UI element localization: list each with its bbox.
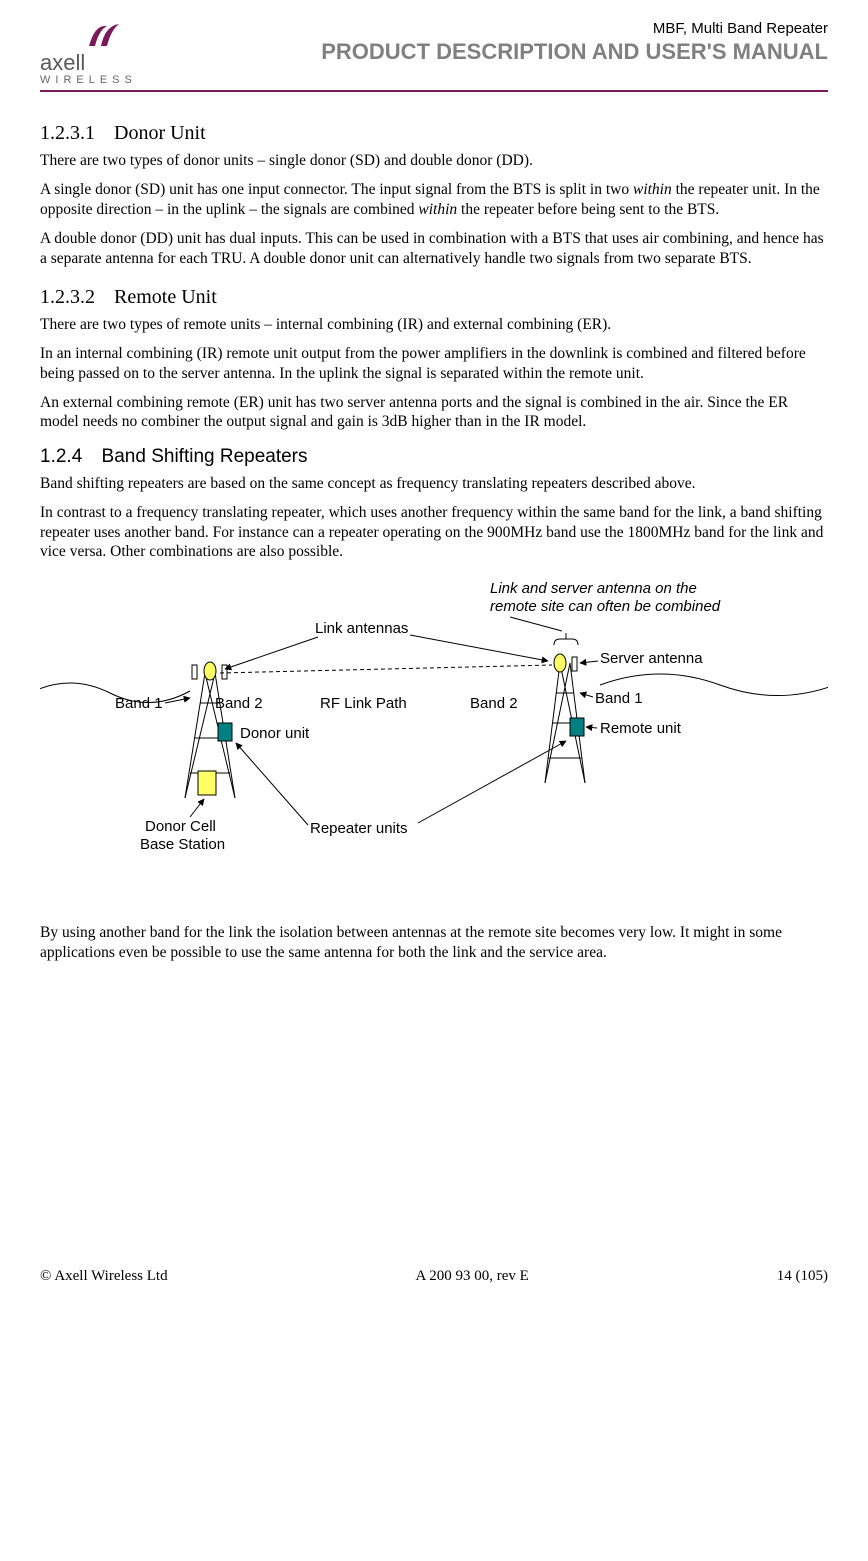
footer-right: 14 (105) (777, 1268, 828, 1285)
logo-block: axell WIRELESS (40, 20, 137, 86)
diagram-label-band2-right: Band 2 (470, 695, 518, 712)
doc-title: MBF, Multi Band Repeater (321, 20, 828, 37)
diagram-label-server-antenna: Server antenna (600, 650, 703, 667)
header-rule (40, 90, 828, 92)
paragraph: There are two types of donor units – sin… (40, 151, 828, 170)
text-italic: within (418, 201, 457, 218)
paragraph: A double donor (DD) unit has dual inputs… (40, 229, 828, 268)
page-footer: © Axell Wireless Ltd A 200 93 00, rev E … (0, 1268, 868, 1305)
paragraph: A single donor (SD) unit has one input c… (40, 180, 828, 219)
heading-band-shifting: 1.2.4 Band Shifting Repeaters (40, 446, 828, 468)
diagram-label-donor-cell-1: Donor Cell (145, 818, 216, 835)
doc-subtitle: PRODUCT DESCRIPTION AND USER'S MANUAL (321, 39, 828, 65)
diagram-label-band1-right: Band 1 (595, 690, 643, 707)
diagram-label-repeater-units: Repeater units (310, 820, 408, 837)
paragraph: In contrast to a frequency translating r… (40, 503, 828, 561)
diagram-label-rf-link: RF Link Path (320, 695, 407, 712)
diagram-label-link-antennas: Link antennas (315, 620, 408, 637)
footer-left: © Axell Wireless Ltd (40, 1268, 168, 1285)
section-title: Remote Unit (114, 286, 217, 308)
footer-spacer (40, 972, 828, 1232)
logo-swirl-icon (85, 20, 123, 50)
heading-remote-unit: 1.2.3.2 Remote Unit (40, 286, 828, 309)
paragraph: Band shifting repeaters are based on the… (40, 474, 828, 493)
logo-main-text: axell (40, 50, 85, 76)
diagram-label-band1-left: Band 1 (115, 695, 163, 712)
footer-center: A 200 93 00, rev E (416, 1268, 529, 1285)
page-header: axell WIRELESS MBF, Multi Band Repeater … (40, 20, 828, 86)
logo-sub-text: WIRELESS (40, 74, 137, 86)
diagram-note-line1: Link and server antenna on the (490, 580, 697, 597)
diagram-label-donor-unit: Donor unit (240, 725, 310, 742)
text-run: the repeater before being sent to the BT… (457, 201, 719, 218)
diagram-label-donor-cell-2: Base Station (140, 836, 225, 853)
diagram-label-band2-left: Band 2 (215, 695, 263, 712)
donor-tower-icon (185, 662, 235, 798)
heading-donor-unit: 1.2.3.1 Donor Unit (40, 122, 828, 145)
section-number: 1.2.3.2 (40, 286, 95, 308)
text-italic: within (633, 181, 672, 198)
paragraph: An external combining remote (ER) unit h… (40, 393, 828, 432)
paragraph: In an internal combining (IR) remote uni… (40, 344, 828, 383)
section-number: 1.2.3.1 (40, 122, 95, 144)
header-right: MBF, Multi Band Repeater PRODUCT DESCRIP… (321, 20, 828, 65)
diagram-note-line2: remote site can often be combined (490, 598, 721, 615)
band-shifting-diagram: Link and server antenna on the remote si… (40, 573, 828, 893)
section-title: Donor Unit (114, 122, 206, 144)
diagram-label-remote-unit: Remote unit (600, 720, 682, 737)
section-number: 1.2.4 (40, 446, 82, 467)
remote-tower-icon (545, 633, 585, 783)
paragraph: By using another band for the link the i… (40, 923, 828, 962)
text-run: A single donor (SD) unit has one input c… (40, 181, 633, 198)
paragraph: There are two types of remote units – in… (40, 315, 828, 334)
section-title: Band Shifting Repeaters (102, 446, 308, 467)
page: axell WIRELESS MBF, Multi Band Repeater … (0, 0, 868, 1262)
